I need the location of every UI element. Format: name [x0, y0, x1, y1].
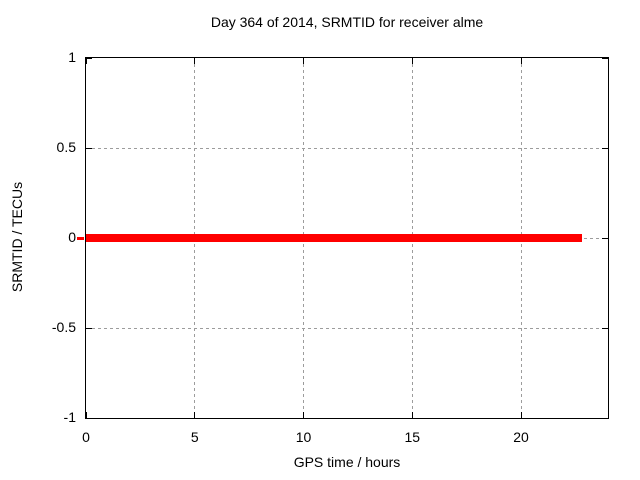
- y-tick-left: [86, 57, 92, 59]
- y-tick-right: [602, 327, 608, 329]
- plot-area: 0 5 10 15 20 -1 -0.5 0 0.5 1: [52, 49, 609, 445]
- y-tick-right: [602, 237, 608, 239]
- y-tick-left: [86, 417, 92, 419]
- x-tick-bottom: [520, 412, 522, 418]
- series-line: [86, 234, 582, 242]
- x-tick-bottom: [411, 412, 413, 418]
- x-tick-top: [520, 58, 522, 64]
- y-tick-right: [602, 417, 608, 419]
- x-axis-label: GPS time / hours: [293, 454, 401, 470]
- y-tick-label: -1: [63, 409, 76, 425]
- x-tick-bottom: [194, 412, 196, 418]
- x-tick-label: 10: [295, 429, 312, 445]
- y-tick-right: [602, 57, 608, 59]
- chart-title: Day 364 of 2014, SRMTID for receiver alm…: [210, 14, 484, 30]
- y-tick-left: [86, 147, 92, 149]
- x-tick-label: 15: [404, 429, 421, 445]
- y-tick-label: 0: [68, 229, 76, 245]
- x-tick-top: [194, 58, 196, 64]
- gridline-horizontal: [86, 327, 608, 329]
- y-tick-label: 1: [68, 49, 76, 65]
- x-tick-bottom: [85, 412, 87, 418]
- gridline-horizontal: [86, 147, 608, 149]
- y-tick-left: [86, 327, 92, 329]
- y-tick-right: [602, 147, 608, 149]
- x-tick-top: [85, 58, 87, 64]
- red-left-edge-mark: [77, 236, 84, 240]
- x-tick-bottom: [303, 412, 304, 418]
- y-tick-label: 0.5: [56, 139, 76, 155]
- x-tick-label: 20: [513, 429, 529, 445]
- x-tick-top: [303, 58, 304, 64]
- x-tick-label: 5: [190, 429, 199, 445]
- x-tick-label: 0: [82, 429, 90, 445]
- y-tick-label: -0.5: [51, 319, 76, 335]
- x-tick-top: [411, 58, 413, 64]
